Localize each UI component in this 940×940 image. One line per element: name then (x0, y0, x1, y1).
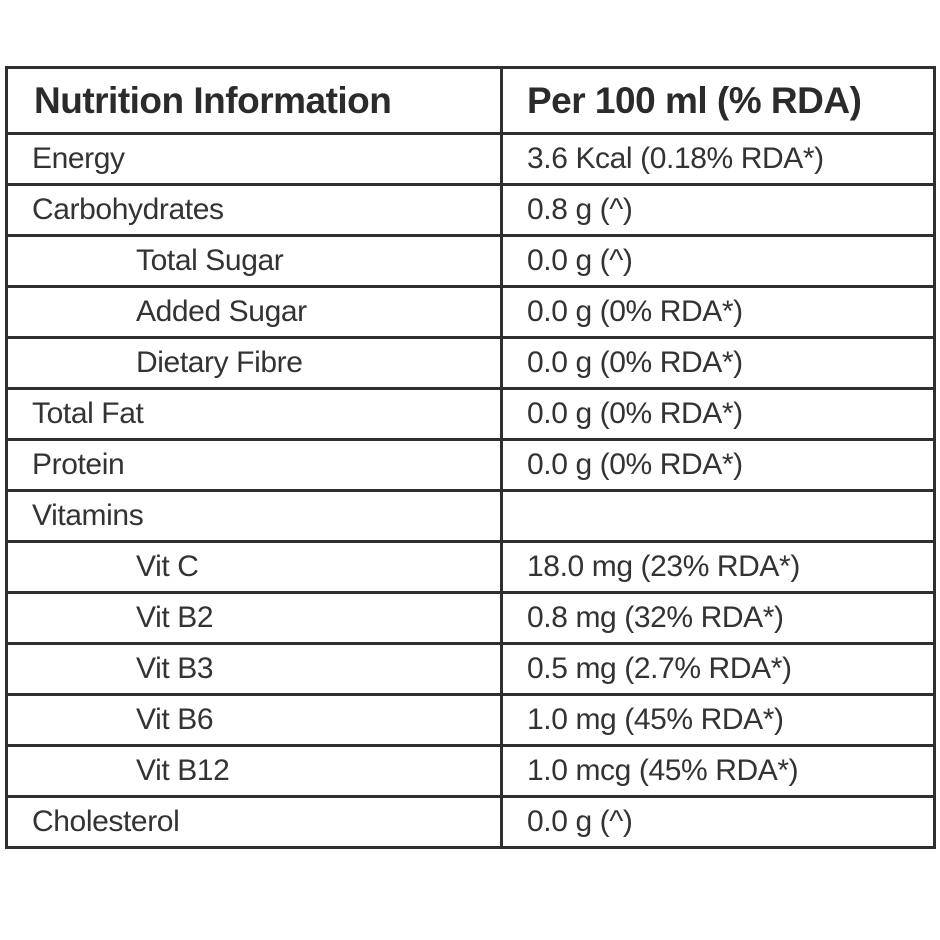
row-label: Protein (5, 438, 503, 492)
table-row: Total Sugar 0.0 g (^) (5, 234, 936, 288)
row-label: Vit B12 (5, 744, 503, 798)
table-row: Carbohydrates 0.8 g (^) (5, 183, 936, 237)
table-header: Nutrition Information Per 100 ml (% RDA) (5, 66, 936, 135)
table-row: Vit C 18.0 mg (23% RDA*) (5, 540, 936, 594)
row-value: 0.0 g (^) (500, 795, 936, 849)
row-value: 0.0 g (0% RDA*) (500, 336, 936, 390)
row-value: 0.0 g (^) (500, 234, 936, 288)
row-label: Total Sugar (5, 234, 503, 288)
row-value: 0.8 g (^) (500, 183, 936, 237)
row-value: 3.6 Kcal (0.18% RDA*) (500, 132, 936, 186)
row-value: 1.0 mg (45% RDA*) (500, 693, 936, 747)
nutrition-table: Nutrition Information Per 100 ml (% RDA)… (5, 66, 936, 849)
row-label: Vit B6 (5, 693, 503, 747)
table-row: Vit B12 1.0 mcg (45% RDA*) (5, 744, 936, 798)
row-value: 0.0 g (0% RDA*) (500, 387, 936, 441)
row-label: Vit B3 (5, 642, 503, 696)
row-label: Energy (5, 132, 503, 186)
row-label: Total Fat (5, 387, 503, 441)
row-label: Carbohydrates (5, 183, 503, 237)
row-value: 0.8 mg (32% RDA*) (500, 591, 936, 645)
table-row: Vitamins (5, 489, 936, 543)
table-row: Cholesterol 0.0 g (^) (5, 795, 936, 849)
header-per-100ml: Per 100 ml (% RDA) (500, 66, 936, 135)
table-row: Protein 0.0 g (0% RDA*) (5, 438, 936, 492)
row-value (500, 489, 936, 543)
row-label: Vitamins (5, 489, 503, 543)
row-label: Vit C (5, 540, 503, 594)
row-value: 0.5 mg (2.7% RDA*) (500, 642, 936, 696)
table-row: Added Sugar 0.0 g (0% RDA*) (5, 285, 936, 339)
row-value: 0.0 g (0% RDA*) (500, 285, 936, 339)
row-label: Dietary Fibre (5, 336, 503, 390)
table-row: Total Fat 0.0 g (0% RDA*) (5, 387, 936, 441)
table-row: Dietary Fibre 0.0 g (0% RDA*) (5, 336, 936, 390)
row-label: Vit B2 (5, 591, 503, 645)
row-value: 1.0 mcg (45% RDA*) (500, 744, 936, 798)
header-row: Nutrition Information Per 100 ml (% RDA) (5, 66, 936, 135)
table-row: Energy 3.6 Kcal (0.18% RDA*) (5, 132, 936, 186)
table-row: Vit B6 1.0 mg (45% RDA*) (5, 693, 936, 747)
row-label: Added Sugar (5, 285, 503, 339)
row-label: Cholesterol (5, 795, 503, 849)
header-nutrition-information: Nutrition Information (5, 66, 503, 135)
row-value: 0.0 g (0% RDA*) (500, 438, 936, 492)
table-row: Vit B3 0.5 mg (2.7% RDA*) (5, 642, 936, 696)
row-value: 18.0 mg (23% RDA*) (500, 540, 936, 594)
table-row: Vit B2 0.8 mg (32% RDA*) (5, 591, 936, 645)
table-body: Energy 3.6 Kcal (0.18% RDA*) Carbohydrat… (5, 132, 936, 849)
